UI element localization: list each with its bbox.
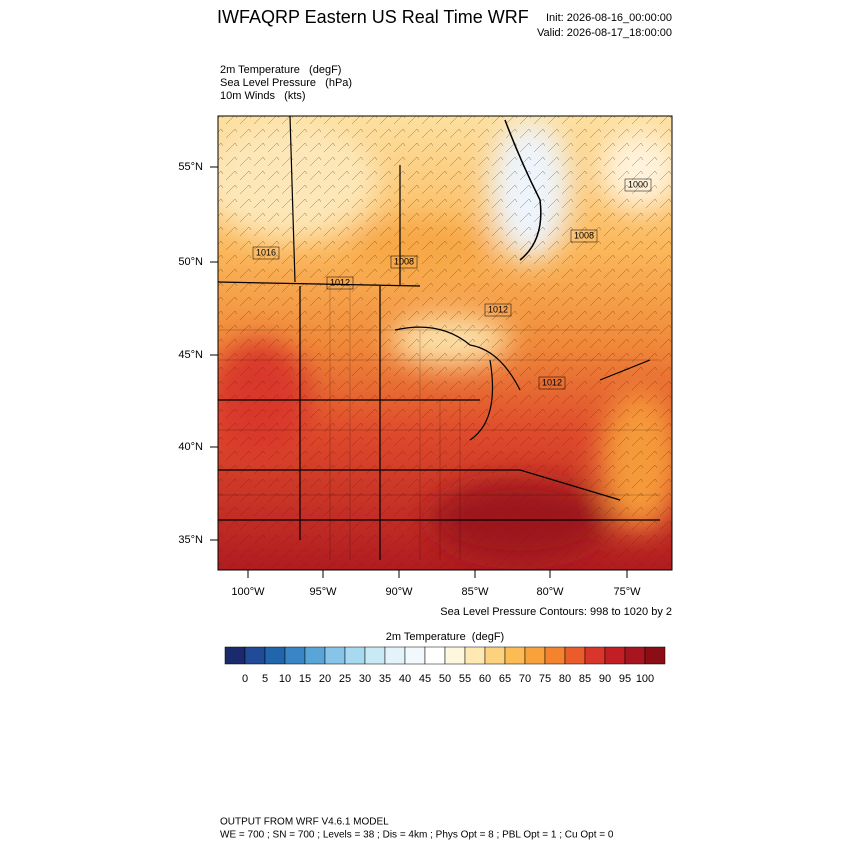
lon-label: 80°W <box>536 586 564 598</box>
colorbar-swatch <box>424 646 446 665</box>
footer-line: OUTPUT FROM WRF V4.6.1 MODEL <box>220 817 389 828</box>
colorbar-tick-label: 5 <box>262 673 268 685</box>
contour-label-box <box>484 303 512 317</box>
init-time: Init: 2026-08-16_00:00:00 <box>546 12 672 24</box>
colorbar-swatch <box>224 646 246 665</box>
colorbar-swatch <box>364 646 386 665</box>
colorbar-tick-label: 65 <box>499 673 511 685</box>
colorbar-swatch <box>304 646 326 665</box>
colorbar-swatch <box>564 646 586 665</box>
lon-label: 95°W <box>309 586 337 598</box>
title: IWFAQRP Eastern US Real Time WRF <box>217 7 529 27</box>
lon-label: 85°W <box>461 586 489 598</box>
colorbar-tick-label: 50 <box>439 673 451 685</box>
lat-label: 35°N <box>178 534 203 546</box>
colorbar-swatch <box>584 646 606 665</box>
colorbar-tick-label: 35 <box>379 673 391 685</box>
colorbar-swatch <box>344 646 366 665</box>
colorbar-tick-label: 25 <box>339 673 351 685</box>
lat-label: 55°N <box>178 161 203 173</box>
contour-label: 1012 <box>542 377 562 387</box>
contour-label-box <box>390 255 418 269</box>
colorbar-tick-label: 55 <box>459 673 471 685</box>
colorbar-swatch <box>504 646 526 665</box>
contour-label-box <box>538 376 566 390</box>
colorbar-swatch <box>644 646 666 665</box>
colorbar-swatch <box>284 646 306 665</box>
colorbar-tick-label: 40 <box>399 673 411 685</box>
colorbar-tick-label: 10 <box>279 673 291 685</box>
field-label: 2m Temperature (degF) <box>220 64 341 76</box>
colorbar-swatch <box>544 646 566 665</box>
colorbar-tick-label: 75 <box>539 673 551 685</box>
contour-label: 1008 <box>574 230 594 240</box>
contour-label: 1012 <box>488 304 508 314</box>
field-label: Sea Level Pressure (hPa) <box>220 77 352 89</box>
lon-label: 75°W <box>613 586 641 598</box>
colorbar-tick-label: 70 <box>519 673 531 685</box>
contour-label: 1000 <box>628 179 648 189</box>
colorbar-swatch <box>524 646 546 665</box>
lon-label: 90°W <box>385 586 413 598</box>
lat-label: 50°N <box>178 256 203 268</box>
map-frame <box>217 115 673 571</box>
colorbar-swatch <box>604 646 626 665</box>
valid-time: Valid: 2026-08-17_18:00:00 <box>537 27 672 39</box>
colorbar-tick-label: 30 <box>359 673 371 685</box>
colorbar-swatch <box>264 646 286 665</box>
contour-label-box <box>570 229 598 243</box>
colorbar-title: 2m Temperature (degF) <box>386 631 504 643</box>
colorbar-swatch <box>624 646 646 665</box>
colorbar-swatch <box>444 646 466 665</box>
colorbar-swatch <box>244 646 266 665</box>
contour-label: 1008 <box>394 256 414 266</box>
colorbar-tick-label: 100 <box>636 673 654 685</box>
contour-label-box <box>624 178 652 192</box>
colorbar-tick-label: 60 <box>479 673 491 685</box>
map <box>218 116 672 570</box>
colorbar-tick-label: 20 <box>319 673 331 685</box>
colorbar-swatch <box>484 646 506 665</box>
colorbar-swatch <box>404 646 426 665</box>
contour-label: 1012 <box>330 277 350 287</box>
lon-label: 100°W <box>231 586 265 598</box>
colorbar-swatch <box>324 646 346 665</box>
colorbar-tick-label: 90 <box>599 673 611 685</box>
colorbar-tick-label: 80 <box>559 673 571 685</box>
colorbar-tick-label: 85 <box>579 673 591 685</box>
contour-label: 1016 <box>256 247 276 257</box>
colorbar-tick-label: 15 <box>299 673 311 685</box>
contour-label-box <box>326 276 354 290</box>
colorbar-tick-label: 95 <box>619 673 631 685</box>
colorbar-swatch <box>384 646 406 665</box>
lat-label: 45°N <box>178 349 203 361</box>
footer-line: WE = 700 ; SN = 700 ; Levels = 38 ; Dis … <box>220 830 614 841</box>
colorbar-swatch <box>464 646 486 665</box>
colorbar-tick-label: 45 <box>419 673 431 685</box>
field-label: 10m Winds (kts) <box>220 90 306 102</box>
contour-label-box <box>252 246 280 260</box>
colorbar-tick-label: 0 <box>242 673 248 685</box>
contour-note: Sea Level Pressure Contours: 998 to 1020… <box>440 606 672 618</box>
lat-label: 40°N <box>178 441 203 453</box>
